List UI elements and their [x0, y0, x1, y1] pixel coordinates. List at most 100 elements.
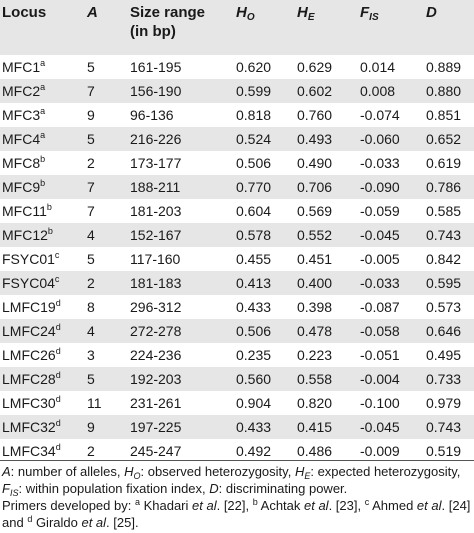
cell-he: 0.569 [297, 203, 333, 219]
table-bottom-rule [0, 460, 474, 461]
cell-d: 0.786 [426, 179, 462, 195]
cell-ho: 0.770 [236, 179, 272, 195]
cell-fis: -0.060 [360, 131, 400, 147]
cell-d: 0.652 [426, 131, 462, 147]
cell-locus: MFC4a [2, 130, 46, 148]
cell-d: 0.585 [426, 203, 462, 219]
cell-fis: -0.059 [360, 203, 400, 219]
cell-alleles: 3 [87, 347, 95, 363]
cell-fis: -0.045 [360, 227, 400, 243]
cell-he: 0.602 [297, 83, 333, 99]
cell-locus: LMFC32d [2, 418, 61, 436]
cell-he: 0.400 [297, 275, 333, 291]
cell-locus: LMFC26d [2, 346, 61, 364]
cell-ho: 0.560 [236, 371, 272, 387]
cell-he: 0.490 [297, 155, 333, 171]
header-he: HE [297, 4, 315, 23]
cell-d: 0.979 [426, 395, 462, 411]
cell-d: 0.495 [426, 347, 462, 363]
cell-alleles: 9 [87, 107, 95, 123]
cell-fis: -0.033 [360, 275, 400, 291]
cell-d: 0.595 [426, 275, 462, 291]
cell-fis: -0.045 [360, 419, 400, 435]
table-row: MFC4a 5 216-226 0.524 0.493 -0.060 0.652 [0, 127, 474, 151]
header-size-range: Size range (in bp) [130, 4, 206, 40]
cell-size-range: 245-247 [130, 443, 182, 459]
cell-d: 0.733 [426, 371, 462, 387]
cell-alleles: 2 [87, 155, 95, 171]
cell-ho: 0.433 [236, 419, 272, 435]
cell-fis: -0.009 [360, 443, 400, 459]
table-header: Locus A Size range (in bp) HO HE FIS D [0, 0, 474, 55]
cell-size-range: 231-261 [130, 395, 182, 411]
cell-locus: MFC12b [2, 226, 53, 244]
cell-ho: 0.620 [236, 59, 272, 75]
cell-alleles: 7 [87, 83, 95, 99]
cell-locus: MFC3a [2, 106, 46, 124]
cell-size-range: 188-211 [130, 179, 181, 195]
cell-ho: 0.524 [236, 131, 272, 147]
cell-alleles: 2 [87, 275, 95, 291]
cell-fis: -0.033 [360, 155, 400, 171]
table-row: MFC1a 5 161-195 0.620 0.629 0.014 0.889 [0, 55, 474, 79]
cell-size-range: 192-203 [130, 371, 182, 387]
table-row: MFC9b 7 188-211 0.770 0.706 -0.090 0.786 [0, 175, 474, 199]
cell-he: 0.415 [297, 419, 333, 435]
table-row: FSYC04c 2 181-183 0.413 0.400 -0.033 0.595 [0, 271, 474, 295]
cell-ho: 0.818 [236, 107, 272, 123]
cell-alleles: 5 [87, 251, 95, 267]
cell-d: 0.573 [426, 299, 462, 315]
cell-he: 0.493 [297, 131, 333, 147]
cell-he: 0.760 [297, 107, 333, 123]
cell-he: 0.451 [297, 251, 333, 267]
cell-size-range: 161-195 [130, 59, 182, 75]
cell-size-range: 152-167 [130, 227, 182, 243]
cell-he: 0.223 [297, 347, 333, 363]
table-row: LMFC24d 4 272-278 0.506 0.478 -0.058 0.646 [0, 319, 474, 343]
cell-locus: LMFC34d [2, 442, 61, 460]
cell-fis: -0.087 [360, 299, 400, 315]
cell-alleles: 4 [87, 323, 95, 339]
table-row: LMFC30d 11 231-261 0.904 0.820 -0.100 0.979 [0, 391, 474, 415]
cell-locus: MFC11b [2, 202, 52, 220]
table-row: LMFC19d 8 296-312 0.433 0.398 -0.087 0.573 [0, 295, 474, 319]
cell-he: 0.486 [297, 443, 333, 459]
table-footnote: A: number of alleles, HO: observed heter… [2, 464, 471, 530]
cell-d: 0.842 [426, 251, 462, 267]
cell-ho: 0.506 [236, 323, 272, 339]
cell-locus: LMFC30d [2, 394, 61, 412]
cell-d: 0.880 [426, 83, 462, 99]
header-fis: FIS [360, 4, 379, 23]
cell-size-range: 272-278 [130, 323, 182, 339]
cell-he: 0.558 [297, 371, 333, 387]
cell-ho: 0.235 [236, 347, 272, 363]
cell-locus: FSYC04c [2, 274, 60, 292]
table-row: MFC2a 7 156-190 0.599 0.602 0.008 0.880 [0, 79, 474, 103]
cell-he: 0.629 [297, 59, 333, 75]
cell-he: 0.478 [297, 323, 333, 339]
table-row: MFC12b 4 152-167 0.578 0.552 -0.045 0.743 [0, 223, 474, 247]
cell-fis: 0.008 [360, 83, 396, 99]
cell-alleles: 7 [87, 179, 95, 195]
cell-size-range: 181-183 [130, 275, 182, 291]
table-row: MFC3a 9 96-136 0.818 0.760 -0.074 0.851 [0, 103, 474, 127]
cell-ho: 0.455 [236, 251, 272, 267]
cell-fis: -0.004 [360, 371, 400, 387]
header-ho: HO [236, 4, 255, 23]
cell-size-range: 117-160 [130, 251, 181, 267]
cell-d: 0.619 [426, 155, 462, 171]
cell-fis: -0.005 [360, 251, 400, 267]
cell-locus: LMFC19d [2, 298, 61, 316]
cell-alleles: 5 [87, 131, 95, 147]
cell-ho: 0.599 [236, 83, 272, 99]
header-locus: Locus [2, 4, 47, 21]
cell-fis: -0.090 [360, 179, 400, 195]
cell-ho: 0.433 [236, 299, 272, 315]
cell-alleles: 7 [87, 203, 95, 219]
cell-ho: 0.492 [236, 443, 272, 459]
cell-he: 0.552 [297, 227, 333, 243]
cell-alleles: 2 [87, 443, 95, 459]
cell-size-range: 173-177 [130, 155, 182, 171]
header-alleles: A [87, 4, 98, 21]
